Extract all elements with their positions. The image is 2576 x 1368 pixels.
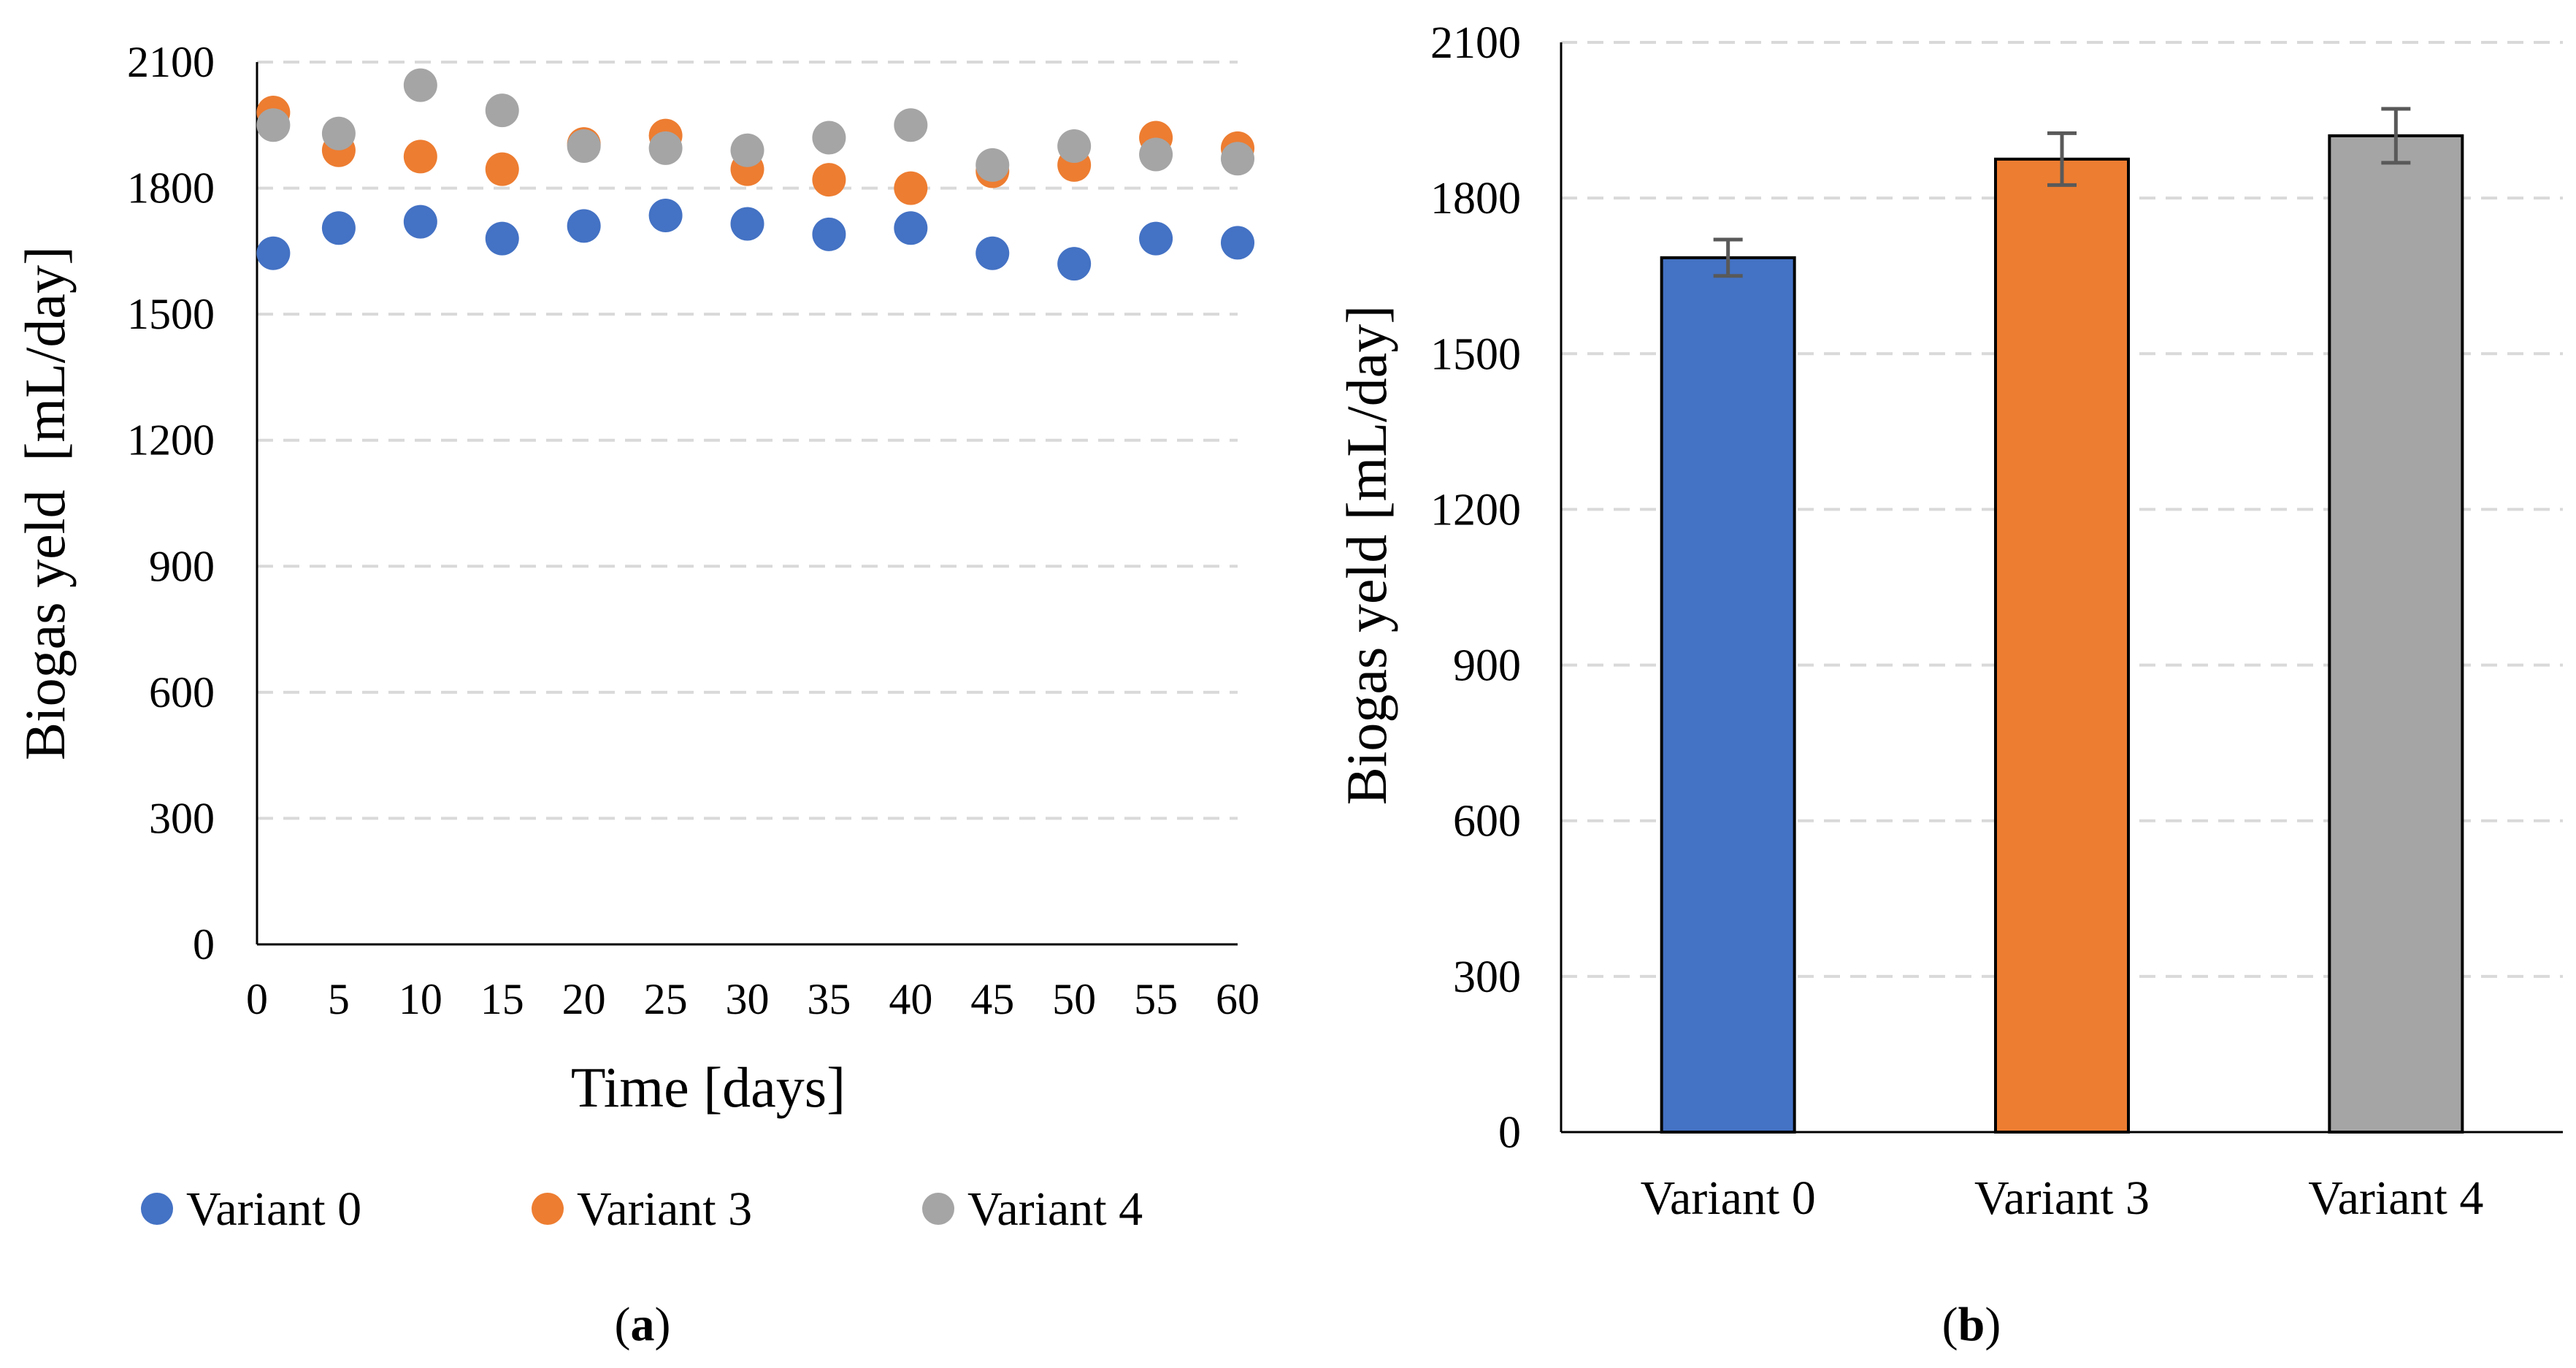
a-point-variant-0 — [730, 207, 764, 241]
a-point-variant-0 — [567, 209, 601, 243]
a-point-variant-0 — [1221, 226, 1254, 260]
a-x-tick-label: 25 — [644, 975, 688, 1023]
b-y-axis-title: Biogas yeld [mL/day] — [1335, 305, 1398, 806]
a-x-tick-label: 0 — [246, 975, 268, 1023]
a-point-variant-0 — [1139, 221, 1173, 256]
b-x-tick-label: Variant 4 — [2308, 1172, 2483, 1225]
a-x-tick-label: 20 — [562, 975, 606, 1023]
a-x-axis-title: Time [days] — [571, 1055, 846, 1119]
a-y-axis-title: Biogas yeld [mL/day] — [13, 246, 77, 760]
a-x-tick-label: 55 — [1134, 975, 1178, 1023]
a-y-tick-label: 1800 — [127, 164, 215, 213]
a-y-tick-label: 0 — [193, 920, 215, 968]
b-x-tick-label: Variant 0 — [1641, 1172, 1816, 1225]
a-legend: Variant 0 Variant 3 Variant 4 — [141, 1182, 1143, 1236]
a-point-variant-4 — [812, 121, 846, 155]
a-point-variant-0 — [321, 211, 356, 245]
b-y-tick-labels: 0 300 600 900 1200 1500 1800 2100 — [1430, 18, 1521, 1158]
a-y-tick-label: 1200 — [127, 416, 215, 465]
a-x-tick-label: 40 — [889, 975, 932, 1023]
a-x-tick-label: 10 — [399, 975, 442, 1023]
b-y-tick-label: 1800 — [1430, 174, 1521, 223]
a-point-variant-0 — [894, 211, 928, 245]
a-point-variant-3 — [485, 152, 519, 186]
a-point-variant-3 — [894, 171, 928, 205]
a-y-tick-label: 2100 — [127, 38, 215, 86]
a-point-variant-0 — [812, 217, 846, 251]
a-point-variant-4 — [1057, 129, 1092, 164]
a-x-tick-label: 50 — [1052, 975, 1096, 1023]
a-point-variant-0 — [975, 236, 1010, 270]
b-panel-letter: b — [1958, 1298, 1985, 1351]
b-y-tick-label: 900 — [1453, 641, 1521, 691]
a-x-tick-label: 35 — [807, 975, 851, 1023]
a-gridlines — [257, 61, 1238, 820]
b-y-tick-label: 600 — [1453, 797, 1521, 847]
a-point-variant-4 — [894, 108, 928, 142]
a-x-tick-label: 5 — [328, 975, 350, 1023]
a-point-variant-0 — [485, 221, 519, 256]
b-bars — [1660, 107, 2464, 1134]
b-panel-label: (b) — [1942, 1298, 2001, 1351]
b-error-bar — [2047, 131, 2077, 187]
a-y-tick-label: 900 — [149, 542, 215, 590]
b-x-tick-labels: Variant 0 Variant 3 Variant 4 — [1641, 1172, 2484, 1225]
legend-label: Variant 4 — [967, 1182, 1143, 1236]
panel-a-scatter-chart: 0 300 600 900 1200 1500 1800 2100 0 5 10 15 20 25 30 3… — [13, 38, 1260, 1351]
a-y-tick-label: 1500 — [127, 290, 215, 338]
a-panel-label: (a) — [615, 1298, 671, 1351]
a-point-variant-0 — [648, 198, 683, 232]
a-y-tick-label: 600 — [149, 668, 215, 717]
a-point-variant-3 — [812, 163, 846, 197]
b-y-tick-label: 0 — [1498, 1108, 1521, 1158]
legend-marker-icon — [532, 1193, 564, 1225]
a-y-tick-label: 300 — [149, 794, 215, 842]
a-x-tick-label: 15 — [480, 975, 524, 1023]
a-point-variant-4 — [256, 108, 291, 142]
b-error-bar — [2381, 107, 2411, 165]
legend-marker-icon — [922, 1193, 954, 1225]
a-point-variant-4 — [648, 131, 683, 165]
a-point-variant-4 — [485, 93, 519, 128]
b-bar — [2328, 134, 2464, 1134]
b-bar — [1660, 256, 1796, 1134]
a-y-tick-labels: 0 300 600 900 1200 1500 1800 2100 — [127, 38, 215, 968]
a-point-variant-4 — [403, 68, 437, 102]
a-point-variant-0 — [256, 236, 291, 270]
b-y-tick-label: 1500 — [1430, 329, 1521, 379]
b-bar — [1994, 157, 2130, 1134]
legend-marker-icon — [141, 1193, 173, 1225]
b-error-bar — [1713, 237, 1743, 278]
a-point-variant-0 — [403, 205, 437, 239]
a-point-variant-4 — [567, 129, 601, 164]
a-point-variant-4 — [1221, 142, 1254, 176]
a-data-points — [256, 68, 1254, 281]
a-panel-letter: a — [631, 1298, 655, 1351]
b-y-tick-label: 1200 — [1430, 485, 1521, 535]
legend-label: Variant 0 — [186, 1182, 361, 1236]
a-x-tick-labels: 0 5 10 15 20 25 30 35 40 45 50 55 60 — [246, 975, 1260, 1023]
a-point-variant-0 — [1057, 247, 1092, 281]
a-point-variant-4 — [730, 133, 764, 167]
a-point-variant-4 — [321, 116, 356, 150]
a-point-variant-3 — [403, 140, 437, 174]
a-point-variant-4 — [1139, 137, 1173, 172]
a-point-variant-4 — [975, 148, 1010, 182]
b-y-tick-label: 300 — [1453, 952, 1521, 1002]
a-x-tick-label: 30 — [726, 975, 770, 1023]
b-x-tick-label: Variant 3 — [1974, 1172, 2150, 1225]
b-y-tick-label: 2100 — [1430, 18, 1521, 68]
a-x-tick-label: 45 — [970, 975, 1014, 1023]
legend-label: Variant 3 — [577, 1182, 752, 1236]
a-x-tick-label: 60 — [1216, 975, 1260, 1023]
